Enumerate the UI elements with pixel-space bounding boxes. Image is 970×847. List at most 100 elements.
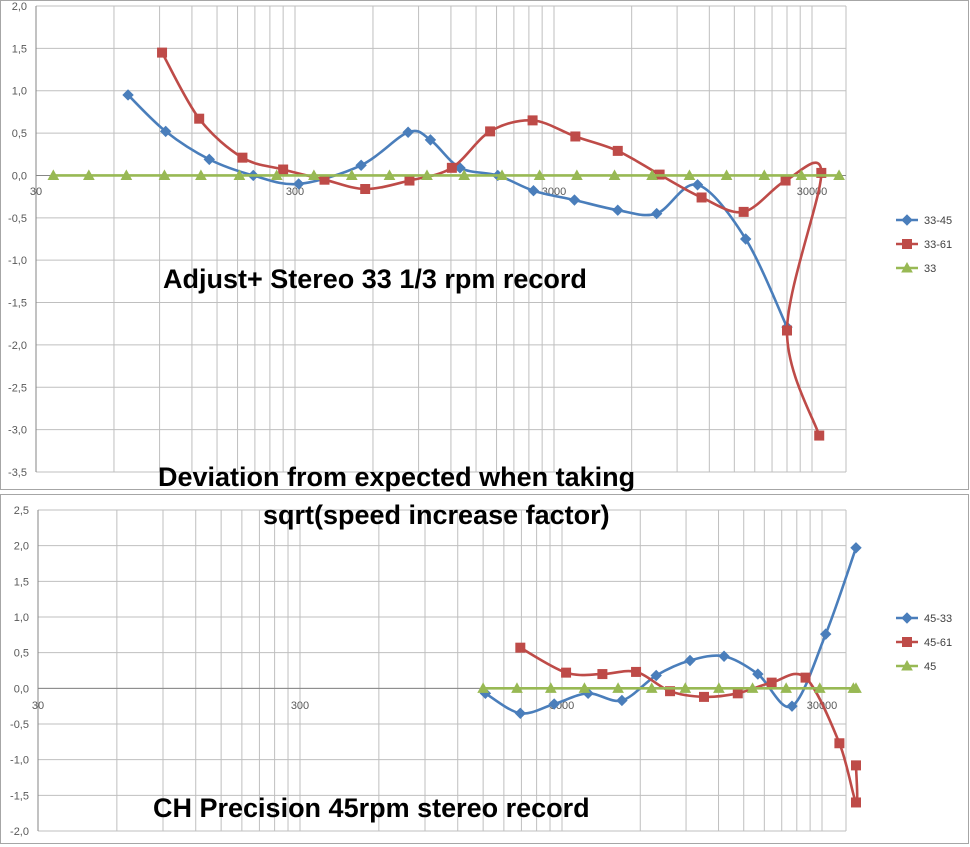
legend-label: 33-61 [924,239,952,251]
legend-marker [901,659,913,671]
series-45-33 [479,542,862,720]
data-point-33 [195,169,207,180]
data-point-33-45 [203,153,215,166]
data-point-33 [533,169,546,180]
data-point-45-33 [850,542,862,554]
y-tick-label: 2,5 [14,505,29,517]
y-tick-label: 1,5 [12,43,27,55]
data-point-45 [645,682,658,693]
data-point-33 [758,169,771,180]
data-point-33-45 [650,207,663,220]
data-point-33 [383,169,396,180]
chart-2: 2,52,01,51,00,50,0-0,5-1,0-1,5-2,030 300 3… [0,494,969,844]
data-point-45-33 [616,694,628,707]
data-point-33-45 [527,184,540,197]
y-tick-label: -1,0 [10,755,29,767]
data-point-33 [120,169,133,180]
y-tick-label: -3,5 [8,467,27,479]
chart-1-frame [0,0,969,490]
data-point-45 [780,682,793,693]
y-tick-label: 0,0 [12,170,27,182]
data-point-33 [720,169,733,180]
data-point-45-33 [718,650,730,662]
data-point-45-61 [561,667,572,678]
data-point-45 [679,682,692,693]
data-point-33-61 [485,126,496,137]
legend-marker [901,214,913,226]
legend-label: 33 [924,263,936,275]
data-point-33-61 [814,430,825,441]
data-point-45-61 [698,691,709,702]
data-point-33 [458,169,471,180]
chart-1-vgrid [35,6,847,472]
data-point-33 [608,169,621,180]
bottom-chart-label: CH Precision 45rpm stereo record [153,793,590,823]
data-point-33 [795,169,808,180]
data-point-33 [308,169,320,180]
legend-marker [902,239,912,249]
y-tick-label: 0,5 [14,648,29,660]
y-tick-label: 2,0 [12,1,27,13]
data-point-33 [421,169,433,180]
x-tick-label: 30 [30,186,42,198]
y-tick-label: -3,0 [8,425,27,437]
data-point-33-61 [570,131,581,142]
data-point-33-61 [157,47,168,58]
data-point-33-45 [122,89,134,101]
y-tick-label: -0,5 [10,719,29,731]
data-point-45-61 [766,677,777,688]
data-point-33-45 [424,134,437,146]
legend-marker [901,261,913,273]
data-point-45 [511,682,523,693]
data-point-45-61 [800,672,811,683]
data-point-45-33 [786,700,798,712]
data-point-33-61 [194,113,205,124]
chart-1: 2,0 1,5 1,0 0,5 0,0 -0,5 -1,0 -1,5 -2,0 -2,5 -3,0 -… [0,0,969,490]
data-point-45-61 [834,738,845,749]
x-tick-label: 300 [286,186,304,198]
data-point-33 [345,169,358,180]
data-point-45 [746,682,759,693]
data-point-45 [713,682,725,693]
legend-label: 33-45 [924,215,952,227]
data-point-45 [850,682,862,693]
data-point-45 [813,682,826,693]
data-point-33 [683,169,696,180]
y-tick-label: -0,5 [8,213,27,225]
data-point-33 [158,169,171,180]
legend-entry-45-33: 45-33 [896,612,952,625]
data-point-45-61 [665,686,676,697]
data-point-45-61 [732,688,743,699]
data-point-33 [270,169,283,180]
legend-marker [901,612,913,624]
data-point-33-61 [446,162,457,173]
series-33-61 [157,47,827,441]
series-33-45 [122,89,793,333]
data-point-45-33 [514,707,527,720]
data-point-33 [571,169,583,180]
data-point-33-45 [402,126,414,138]
data-point-33-45 [739,233,752,245]
y-tick-label: -1,5 [10,790,29,802]
y-tick-label: 0,0 [14,683,29,695]
series-33 [47,169,845,180]
data-point-33-45 [159,125,172,138]
data-point-33-61 [612,145,623,156]
data-point-33-61 [527,115,538,126]
data-point-33-61 [237,152,248,163]
data-point-45-61 [597,669,608,680]
data-point-45-33 [819,628,832,640]
data-point-45 [612,682,624,693]
data-point-45-33 [548,698,560,710]
data-point-33-45 [612,204,624,216]
x-tick-label: 300 [291,700,309,712]
y-tick-label: -2,0 [10,826,29,838]
data-point-33 [47,169,60,180]
data-point-45-33 [650,669,662,682]
data-point-45-61 [515,642,526,653]
deviation-caption-line1: Deviation from expected when taking [158,462,636,492]
chart-2-frame [0,494,969,844]
legend-label: 45-33 [924,613,952,625]
y-tick-label: 1,0 [12,86,27,98]
